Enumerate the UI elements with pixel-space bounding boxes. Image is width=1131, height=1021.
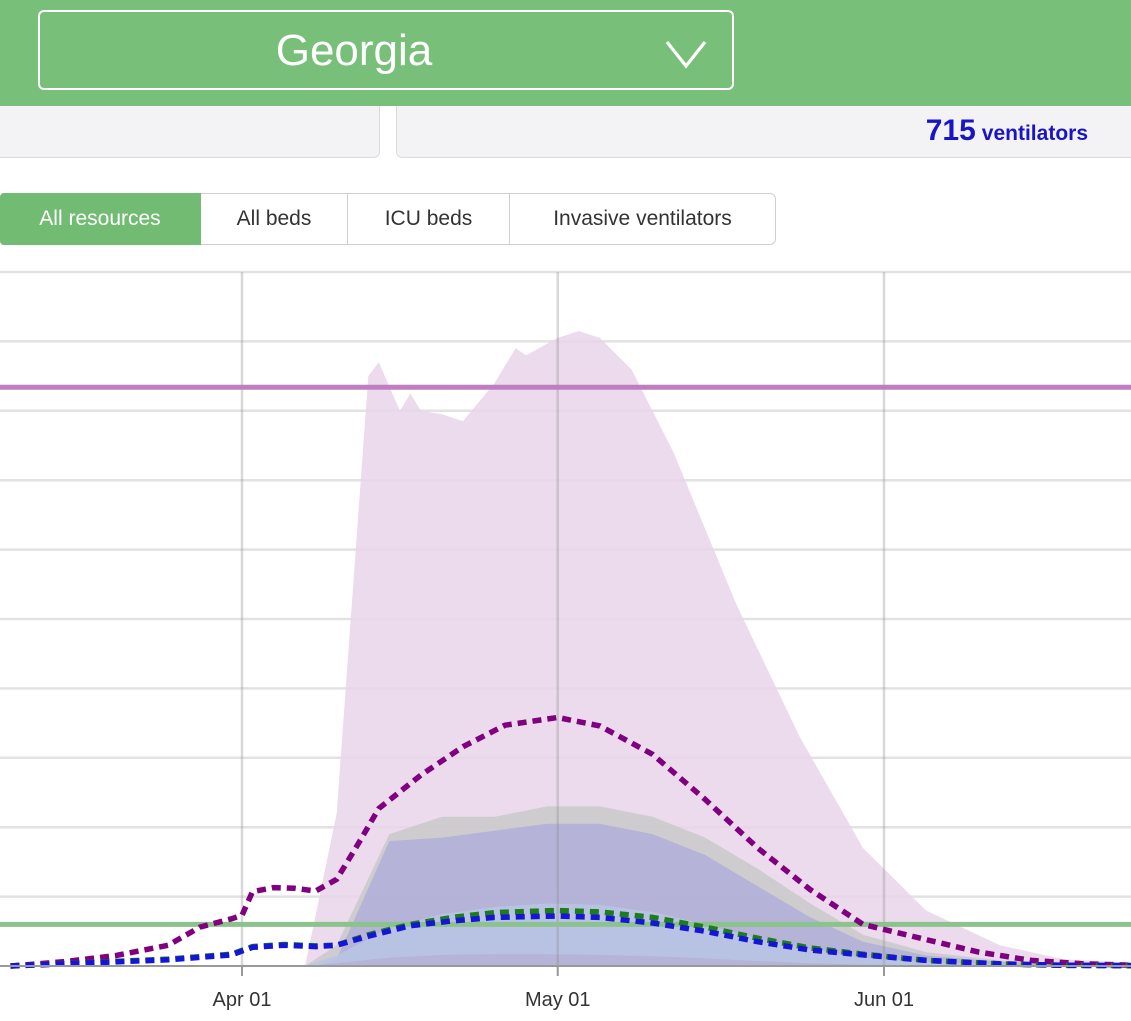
resource-tabs: All resources All beds ICU beds Invasive… [0,193,776,245]
state-selector[interactable]: Georgia [38,10,734,90]
ventilators-stat: 715 ventilators [926,114,1088,148]
state-name: Georgia [275,26,433,75]
x-tick-label-1: May 01 [525,989,591,1011]
x-tick-label-0: Apr 01 [213,989,272,1011]
top-bar: Georgia [0,0,1131,106]
chevron-down-icon [665,41,707,69]
projection-line-2 [10,913,1131,969]
x-tick-label-2: Jun 01 [854,989,914,1011]
uncertainty-band-0 [10,331,1131,966]
uncertainty-band-2 [10,823,1131,966]
tab-all-resources[interactable]: All resources [0,193,201,245]
projection-line-0 [10,714,1131,969]
tab-all-beds[interactable]: All beds [201,193,348,245]
ventilators-card: 715 ventilators [396,106,1131,158]
stat-card-left [0,106,380,158]
ventilators-unit: ventilators [981,122,1088,145]
tab-icu-beds[interactable]: ICU beds [348,193,510,245]
ventilators-count: 715 [925,114,976,147]
uncertainty-band-3 [10,903,1131,966]
tab-invasive-ventilators[interactable]: Invasive ventilators [510,193,776,245]
resource-chart: Apr 01 May 01 Jun 01 [0,270,1131,1011]
